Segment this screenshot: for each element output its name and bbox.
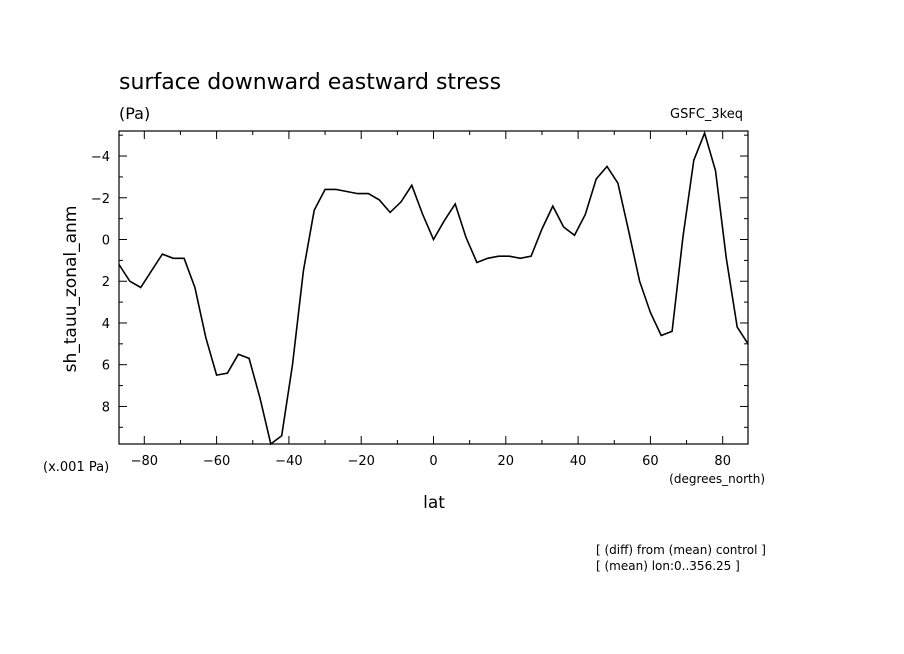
- y-tick-label: 4: [102, 317, 110, 332]
- note-mean: [ (mean) lon:0..356.25 ]: [596, 559, 740, 573]
- x-tick-label: 20: [498, 454, 515, 469]
- x-tick-label: 40: [570, 454, 587, 469]
- units-label: (Pa): [119, 104, 150, 123]
- y-tick-label: 0: [102, 234, 110, 249]
- y-tick-label: 8: [102, 400, 110, 415]
- x-tick-label: 60: [642, 454, 659, 469]
- y-axis-label: sh_tauu_zonal_anm: [61, 206, 81, 373]
- plot-frame: [118, 130, 749, 445]
- note-diff: [ (diff) from (mean) control ]: [596, 543, 766, 557]
- x-axis-label: lat: [423, 493, 445, 513]
- x-tick-label: −40: [275, 454, 302, 469]
- y-tick-label: 6: [102, 359, 110, 374]
- axis-ticks: [119, 131, 748, 444]
- x-tick-label: −60: [203, 454, 230, 469]
- x-tick-label: −20: [347, 454, 374, 469]
- y-scale-note: (x.001 Pa): [43, 460, 109, 475]
- chart-title: surface downward eastward stress: [119, 70, 501, 95]
- x-tick-label: 0: [429, 454, 437, 469]
- y-tick-label: −2: [91, 192, 110, 207]
- y-tick-label: 2: [102, 275, 110, 290]
- x-units-label: (degrees_north): [669, 472, 765, 486]
- x-tick-label: 80: [714, 454, 731, 469]
- y-tick-label: −4: [91, 150, 110, 165]
- model-label: GSFC_3keq: [670, 107, 743, 122]
- x-tick-label: −80: [131, 454, 158, 469]
- series-line: [118, 130, 749, 446]
